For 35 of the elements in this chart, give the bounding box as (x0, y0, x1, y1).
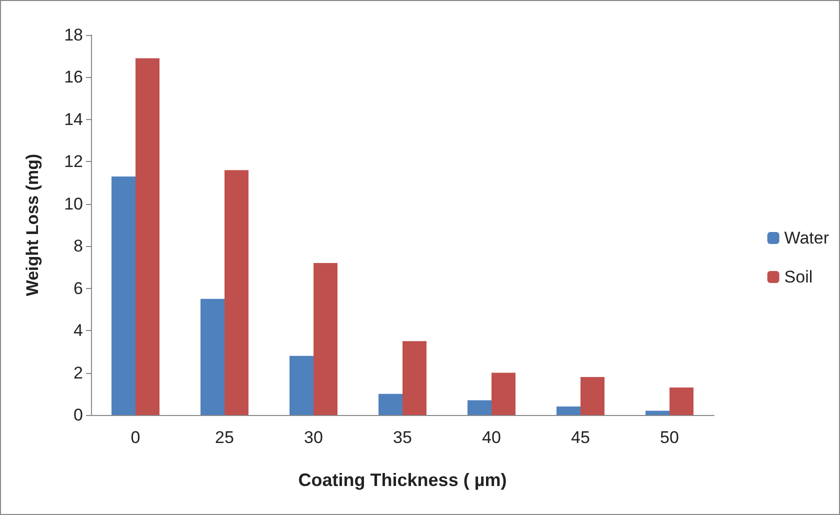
bar (402, 341, 426, 415)
y-tick-label: 14 (64, 110, 83, 129)
bar (290, 356, 314, 415)
y-tick-label: 2 (74, 363, 83, 382)
x-tick-label: 45 (571, 428, 590, 447)
bar (556, 406, 580, 415)
bar (200, 298, 224, 415)
bar (112, 176, 136, 415)
x-tick-label: 25 (215, 428, 234, 447)
bar (314, 263, 338, 415)
bar (580, 377, 604, 415)
x-axis-title: Coating Thickness ( µm) (298, 470, 507, 490)
y-tick-label: 8 (74, 236, 83, 256)
bar (492, 372, 516, 415)
bar (646, 410, 670, 415)
bar (378, 394, 402, 415)
x-tick-label: 30 (304, 428, 323, 447)
bar (468, 400, 492, 415)
y-tick-label: 4 (74, 321, 83, 340)
x-tick-label: 50 (660, 428, 679, 447)
y-tick-label: 0 (74, 406, 83, 424)
y-tick-label: 16 (64, 68, 83, 87)
y-axis-title: Weight Loss (mg) (23, 154, 42, 296)
y-tick-label: 6 (74, 278, 83, 298)
y-tick-label: 10 (64, 194, 83, 214)
y-tick-label: 12 (64, 152, 83, 172)
bar (670, 388, 694, 415)
legend-label: Soil (784, 268, 813, 286)
bar (136, 58, 160, 415)
x-tick-label: 0 (130, 428, 140, 447)
y-tick-label: 18 (64, 26, 83, 44)
bar (224, 170, 248, 415)
x-tick-label: 40 (482, 428, 501, 447)
legend-label: Water (784, 228, 830, 248)
x-tick-label: 35 (393, 428, 412, 447)
